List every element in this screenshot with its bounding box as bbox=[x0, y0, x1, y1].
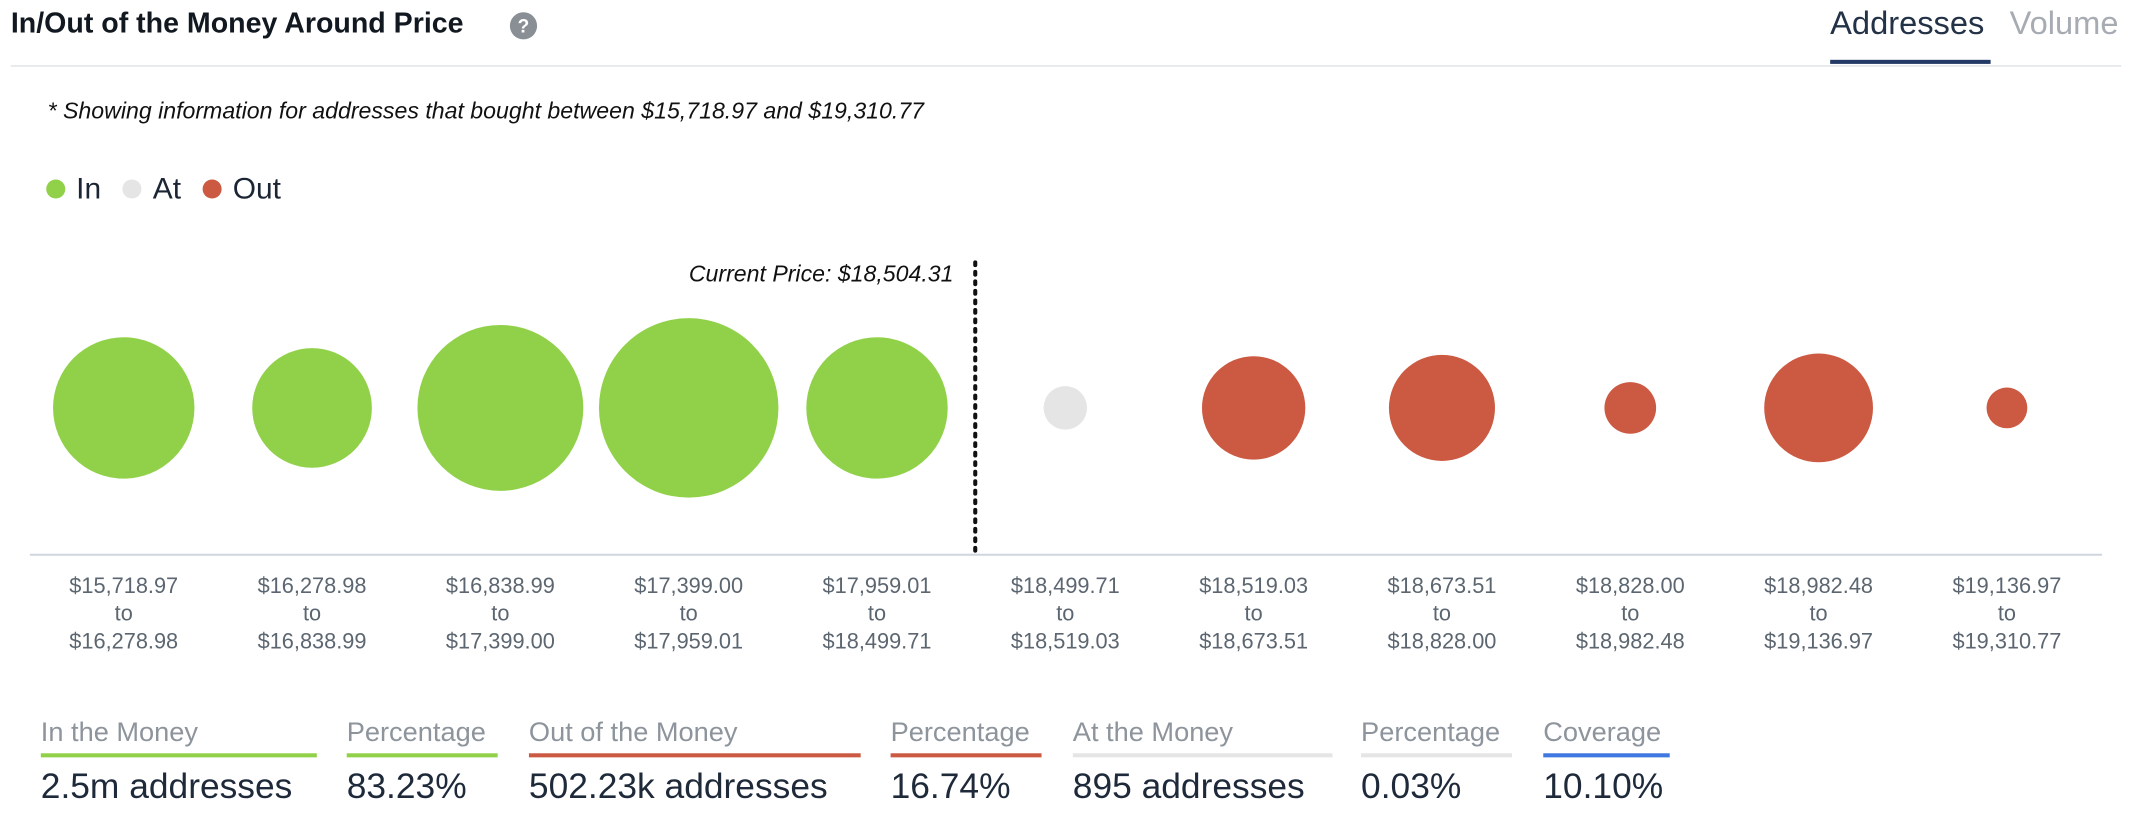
bubble-at bbox=[1043, 386, 1088, 430]
stat-bar bbox=[1361, 753, 1512, 758]
legend-label-in: In bbox=[76, 171, 102, 206]
price-range-label: to bbox=[1056, 601, 1074, 626]
price-range-label: to bbox=[303, 601, 321, 626]
stat-at-the-money: At the Money 895 addresses bbox=[1072, 717, 1333, 808]
stat-in-the-money: In the Money 2.5m addresses bbox=[40, 717, 317, 808]
price-range-label: $18,828.00 bbox=[1576, 573, 1685, 598]
stat-label: In the Money bbox=[40, 717, 199, 748]
tab-volume[interactable]: Volume bbox=[2009, 5, 2119, 43]
price-range-label: $16,838.99 bbox=[258, 629, 367, 654]
active-tab-indicator bbox=[1830, 59, 1991, 64]
bubble-in bbox=[806, 337, 948, 479]
bubble-in bbox=[53, 337, 195, 479]
stat-coverage: Coverage 10.10% bbox=[1543, 717, 1670, 808]
legend-item-out[interactable]: Out bbox=[202, 171, 281, 206]
stat-value: 2.5m addresses bbox=[40, 765, 293, 807]
stat-out-of-the-money: Out of the Money 502.23k addresses bbox=[528, 717, 861, 808]
price-range-label: $15,718.97 bbox=[69, 573, 178, 598]
legend-item-in[interactable]: In bbox=[46, 171, 101, 206]
price-range-label: $18,828.00 bbox=[1388, 629, 1497, 654]
stat-out-percentage: Percentage 16.74% bbox=[890, 717, 1042, 808]
stat-bar bbox=[1072, 753, 1333, 758]
stat-value: 83.23% bbox=[346, 765, 467, 807]
bubble-in bbox=[417, 324, 584, 491]
price-range-label: to bbox=[680, 601, 698, 626]
current-price-label: Current Price: $18,504.31 bbox=[689, 260, 954, 286]
stat-at-percentage: Percentage 0.03% bbox=[1361, 718, 1512, 808]
price-range-label: to bbox=[491, 601, 509, 626]
price-range-label: $19,310.77 bbox=[1952, 629, 2061, 654]
range-note: * Showing information for addresses that… bbox=[47, 97, 925, 124]
bubble-out bbox=[1986, 387, 2028, 429]
stat-label: Percentage bbox=[346, 717, 486, 748]
stat-label: Out of the Money bbox=[528, 717, 738, 748]
price-range-label: to bbox=[1810, 601, 1828, 626]
price-range-label: $17,959.01 bbox=[634, 629, 743, 654]
legend-dot-in bbox=[46, 179, 66, 199]
legend-dot-at bbox=[122, 179, 142, 199]
bubble-chart: Current Price: $18,504.31 $15,718.97 to $16… bbox=[29, 260, 2103, 654]
legend-item-at[interactable]: At bbox=[122, 171, 182, 206]
price-range-label: to bbox=[1621, 601, 1639, 626]
legend: In At Out bbox=[46, 171, 302, 206]
price-range-label: $19,136.97 bbox=[1764, 629, 1873, 654]
price-range-label: to bbox=[115, 601, 133, 626]
legend-dot-out bbox=[202, 179, 222, 199]
stat-label: Coverage bbox=[1543, 717, 1662, 748]
stat-value: 10.10% bbox=[1543, 765, 1664, 807]
header-divider bbox=[10, 65, 2122, 67]
stat-label: Percentage bbox=[890, 717, 1030, 748]
stat-value: 895 addresses bbox=[1072, 765, 1305, 807]
bubble-out bbox=[1764, 353, 1873, 463]
price-range-label: $18,519.03 bbox=[1011, 629, 1120, 654]
bubble-out bbox=[1388, 354, 1495, 461]
stat-in-percentage: Percentage 83.23% bbox=[346, 717, 498, 808]
bubble-in bbox=[252, 348, 372, 468]
legend-label-out: Out bbox=[232, 171, 281, 206]
price-range-label: $16,838.99 bbox=[446, 573, 555, 598]
price-range-label: $18,519.03 bbox=[1199, 573, 1308, 598]
stat-bar bbox=[890, 753, 1042, 758]
price-range-label: $19,136.97 bbox=[1952, 573, 2061, 598]
stat-bar bbox=[346, 753, 498, 758]
stat-label: Percentage bbox=[1361, 717, 1501, 748]
stats-row: In the Money 2.5m addresses Percentage 8… bbox=[0, 718, 2132, 820]
stat-value: 0.03% bbox=[1361, 765, 1462, 807]
bubble-out bbox=[1604, 382, 1657, 434]
price-range-label: $18,673.51 bbox=[1388, 573, 1497, 598]
price-range-label: $18,982.48 bbox=[1764, 573, 1873, 598]
price-range-label: $18,673.51 bbox=[1199, 629, 1308, 654]
stat-bar bbox=[40, 753, 317, 758]
stat-value: 502.23k addresses bbox=[528, 765, 828, 807]
price-range-label: $18,499.71 bbox=[1011, 573, 1120, 598]
price-range-label: $16,278.98 bbox=[258, 573, 367, 598]
stat-bar bbox=[528, 753, 861, 758]
price-range-label: to bbox=[1433, 601, 1451, 626]
price-range-label: $18,982.48 bbox=[1576, 629, 1685, 654]
price-range-label: to bbox=[868, 601, 886, 626]
bubble-out bbox=[1201, 356, 1306, 460]
stat-bar bbox=[1543, 753, 1670, 758]
tab-addresses[interactable]: Addresses bbox=[1830, 5, 1985, 43]
help-icon[interactable]: ? bbox=[509, 12, 538, 40]
price-range-label: to bbox=[1998, 601, 2016, 626]
price-range-label: $16,278.98 bbox=[69, 629, 178, 654]
legend-label-at: At bbox=[152, 171, 182, 206]
stat-value: 16.74% bbox=[890, 765, 1011, 807]
price-range-label: to bbox=[1245, 601, 1263, 626]
widget-title: In/Out of the Money Around Price bbox=[10, 8, 464, 40]
stat-label: At the Money bbox=[1072, 717, 1234, 748]
price-range-label: $17,399.00 bbox=[634, 573, 743, 598]
price-range-label: $17,399.00 bbox=[446, 629, 555, 654]
price-range-label: $17,959.01 bbox=[823, 573, 932, 598]
bubble-in bbox=[598, 318, 779, 498]
price-range-label: $18,499.71 bbox=[823, 629, 932, 654]
